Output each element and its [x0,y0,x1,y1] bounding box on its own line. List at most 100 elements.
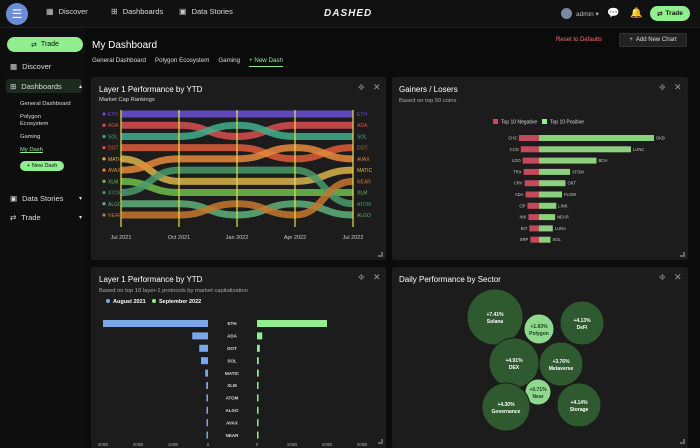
negative-bar-label: ADA [515,192,524,197]
reset-defaults-link[interactable]: Reset to Defaults [556,37,603,43]
user-menu[interactable]: admin ▾ [576,11,599,18]
resize-handle[interactable] [680,439,685,444]
category-label: NEAR [226,433,240,438]
panel-gainers-losers: Gainers / Losers Based on top 50 coins ✥… [392,77,688,260]
tab-general[interactable]: General Dashboard [92,57,147,64]
sidebar-sub-mydash[interactable]: My Dash [20,147,43,153]
nav-dashboards[interactable]: ⊞ Dashboards [111,7,163,16]
bubble-governance [481,382,531,432]
bar-august-2021 [206,406,208,414]
add-chart-button[interactable]: + Add New Chart [619,33,687,47]
bar-september-2022 [257,320,327,327]
trade-top-label: Trade [665,10,683,17]
bar-august-2021 [201,357,208,365]
trade-button-top[interactable]: ⇄ Trade [650,6,690,21]
sidebar-sub-gaming[interactable]: Gaming [20,134,41,140]
left-rank-label: XLM [108,179,118,185]
bar-august-2021 [206,394,208,402]
page-title: My Dashboard [92,40,158,51]
nav-dashboards-label: Dashboards [122,7,164,16]
panel-subtitle: Market Cap Rankings [99,97,155,103]
sidebar-sub-polygon[interactable]: Polygon Ecosystem [20,114,49,127]
negative-bar [525,191,539,198]
swap-icon: ⇄ [10,213,17,222]
left-rank-label: ADA [108,123,119,129]
legend-dot [152,299,156,303]
bubble-value: +0.71% [529,387,547,393]
bar-august-2021 [206,431,208,439]
bar-september-2022 [257,394,259,402]
sidebar-item-data-stories[interactable]: ▣ Data Stories ▾ [10,194,82,203]
positive-bar [539,157,597,164]
bar-september-2022 [257,431,259,439]
image-icon: ▣ [179,7,187,16]
new-dash-button-side[interactable]: + New Dash [20,161,64,171]
negative-bar [528,214,539,221]
bar-august-2021 [192,332,208,340]
bell-icon[interactable]: 🔔 [630,8,643,19]
resize-handle[interactable] [378,252,383,257]
right-rank-label: XLM [357,191,367,197]
sidebar-item-trade[interactable]: ⇄ Trade ▾ [10,213,82,222]
nav-discover[interactable]: ▦ Discover [46,7,88,16]
category-label: ALGO [226,408,239,413]
bar-september-2022 [257,382,259,389]
bar-august-2021 [206,419,208,427]
rank-dot [102,168,106,172]
resize-handle[interactable] [680,252,685,257]
nav-data-stories[interactable]: ▣ Data Stories [179,7,233,16]
bar-august-2021 [206,382,208,389]
move-icon[interactable]: ✥ [358,83,365,92]
tab-polygon[interactable]: Polygon Ecosystem [155,57,210,64]
bubble-label: DEX [509,365,520,371]
legend-swatch-negative [493,119,498,124]
image-icon: ▣ [10,194,18,203]
tab-new-dash[interactable]: + New Dash [249,57,283,67]
bubble-metaverse [538,341,584,387]
plus-icon: + [26,163,30,169]
left-rank-label: AVAX [108,168,121,174]
category-label: ADA [227,334,237,339]
sidebar-item-dashboards[interactable]: ⊞ Dashboards ▴ [10,82,82,91]
avatar[interactable] [561,8,572,19]
move-icon[interactable]: ✥ [659,273,666,282]
sidebar [0,29,86,448]
sidebar-item-discover[interactable]: ▦ Discover [10,62,51,71]
logo[interactable]: DASHED [324,8,373,19]
close-icon[interactable]: ✕ [674,272,682,282]
nav-data-stories-label: Data Stories [191,7,233,16]
x-tick-label: 300B [98,442,109,447]
swap-icon: ⇄ [657,10,663,18]
negative-bar-label: INX [519,215,526,220]
positive-bar-label: LUNC [633,147,644,152]
legend-dot [106,299,110,303]
panel-subtitle: Based on top 50 coins [399,98,457,104]
rank-dot [102,146,106,150]
sidebar-sub-general[interactable]: General Dashboard [20,101,71,107]
panel-layer1-rankings: Layer 1 Performance by YTD Market Cap Ra… [91,77,386,260]
move-icon[interactable]: ✥ [659,83,666,92]
close-icon[interactable]: ✕ [674,82,682,92]
tab-gaming[interactable]: Gaming [218,57,241,64]
rank-dot [102,190,106,195]
chat-icon[interactable]: 💬 [607,8,620,19]
positive-bar [539,191,562,198]
move-icon[interactable]: ✥ [358,273,365,282]
trade-button-side[interactable]: ⇄ Trade [7,37,83,52]
negative-bar-label: TRX [513,169,522,174]
sidebar-item-label: Trade [21,213,41,222]
close-icon[interactable]: ✕ [373,272,381,282]
resize-handle[interactable] [378,439,383,444]
menu-icon[interactable]: ☰ [6,3,28,25]
bar-september-2022 [257,369,259,377]
bubble-value: +4.13% [573,318,591,324]
sidebar-item-label: Data Stories [22,194,64,203]
panel-title: Layer 1 Performance by YTD [99,85,203,94]
legend-label: Top 10 Negative [501,120,537,126]
positive-bar-label: ATOM [572,169,584,174]
x-tick-label: Apr 2022 [284,235,306,241]
bar-august-2021 [103,320,208,327]
x-tick-label: 100B [287,442,298,447]
bubble-label: Metaverse [549,366,574,372]
close-icon[interactable]: ✕ [373,82,381,92]
